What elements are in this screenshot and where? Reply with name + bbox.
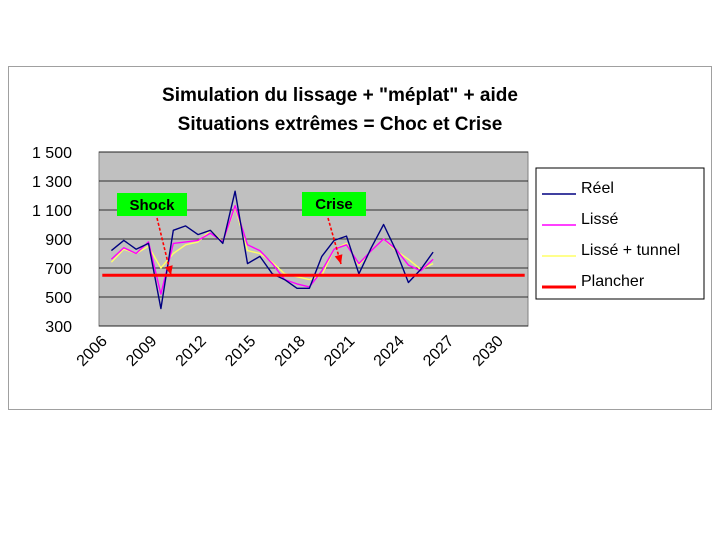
annotations: Shock Crise xyxy=(117,192,366,276)
annotation-arrow-head xyxy=(165,265,173,275)
chart-title: Simulation du lissage + "méplat" + aide xyxy=(162,85,518,106)
x-tick-label: 2018 xyxy=(272,333,309,370)
legend-box xyxy=(535,167,705,300)
y-tick-label: 1 500 xyxy=(32,145,72,162)
x-tick-label: 2015 xyxy=(222,333,259,370)
x-tick-label: 2009 xyxy=(123,333,160,370)
y-tick-label: 1 100 xyxy=(32,203,72,220)
annotation-shock: Shock xyxy=(117,193,187,276)
series-group xyxy=(102,190,525,310)
annotation-arrow-head xyxy=(334,254,343,264)
x-axis: 2006 2009 2012 2015 2018 2021 2024 2027 2030 xyxy=(74,333,507,370)
y-axis: 1 500 1 300 1 100 900 700 500 300 xyxy=(32,145,72,336)
x-tick-label: 2030 xyxy=(470,333,507,370)
annotation-box xyxy=(302,192,366,216)
y-tick-label: 300 xyxy=(45,319,72,336)
y-tick-label: 900 xyxy=(45,232,72,249)
y-tick-label: 700 xyxy=(45,261,72,278)
legend-label-plancher: Plancher xyxy=(581,273,645,290)
chart-subtitle: Situations extrêmes = Choc et Crise xyxy=(178,114,503,135)
annotation-label: Crise xyxy=(315,196,353,213)
legend-label-lisse: Lissé xyxy=(581,211,618,228)
y-tick-label: 500 xyxy=(45,290,72,307)
x-tick-label: 2024 xyxy=(371,333,408,370)
annotation-arrow-line xyxy=(327,217,342,265)
legend-label-lisse-tunnel: Lissé + tunnel xyxy=(581,242,680,259)
annotation-label: Shock xyxy=(129,197,175,214)
annotation-crise: Crise xyxy=(302,192,366,265)
legend: Réel Lissé Lissé + tunnel Plancher xyxy=(542,180,680,290)
y-tick-label: 1 300 xyxy=(32,174,72,191)
x-tick-label: 2021 xyxy=(321,333,358,370)
annotation-box xyxy=(117,193,187,216)
series-line-lisse xyxy=(110,204,434,295)
legend-label-reel: Réel xyxy=(581,180,614,197)
x-tick-label: 2012 xyxy=(173,333,210,370)
x-tick-label: 2027 xyxy=(420,333,457,370)
x-tick-label: 2006 xyxy=(74,333,111,370)
